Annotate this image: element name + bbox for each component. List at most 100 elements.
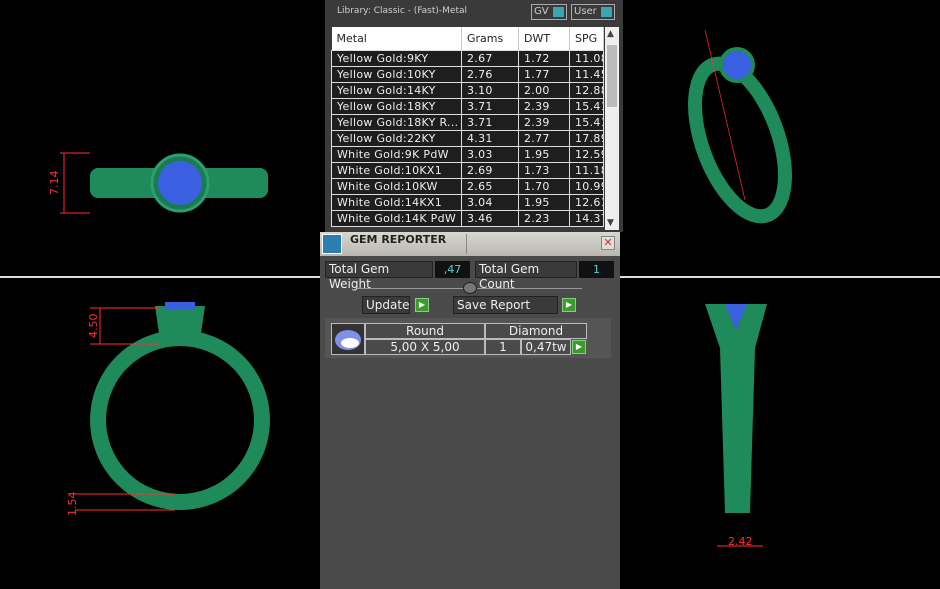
gem-reporter-title: GEM REPORTER bbox=[350, 233, 447, 246]
table-cell: Yellow Gold:10KY bbox=[331, 65, 462, 83]
col-grams[interactable]: Grams bbox=[461, 27, 519, 50]
update-button[interactable]: Update bbox=[362, 296, 410, 314]
table-cell: Yellow Gold:22KY bbox=[331, 129, 462, 147]
table-cell: 3.10 bbox=[461, 81, 519, 99]
table-cell: 12.88 bbox=[569, 81, 604, 99]
gem-qty: 1 bbox=[485, 339, 521, 355]
table-cell: 12.61 bbox=[569, 193, 604, 211]
table-cell: 11.18 bbox=[569, 161, 604, 179]
viewport-side[interactable]: 2.42 bbox=[625, 278, 940, 589]
table-cell: 1.72 bbox=[518, 49, 570, 67]
table-cell: Yellow Gold:14KY bbox=[331, 81, 462, 99]
gem bbox=[165, 302, 195, 310]
table-cell: White Gold:14KX1 bbox=[331, 193, 462, 211]
table-cell: 15.41 bbox=[569, 97, 604, 115]
gem-material: Diamond bbox=[485, 323, 587, 339]
ring-band bbox=[705, 304, 767, 513]
collapse-knob[interactable] bbox=[463, 282, 477, 294]
table-cell: 2.39 bbox=[518, 113, 570, 131]
table-cell: White Gold:10KW bbox=[331, 177, 462, 195]
table-cell: 2.69 bbox=[461, 161, 519, 179]
table-cell: 10.99 bbox=[569, 177, 604, 195]
gem-play-icon[interactable]: ▶ bbox=[572, 340, 586, 354]
table-cell: 1.95 bbox=[518, 193, 570, 211]
table-cell: 14.37 bbox=[569, 209, 604, 227]
total-count-label: Total Gem Count bbox=[475, 261, 577, 291]
total-weight-value: ,47 bbox=[435, 261, 470, 278]
col-dwt[interactable]: DWT bbox=[518, 27, 570, 50]
table-cell: 15.41 bbox=[569, 113, 604, 131]
dim-shank: 1.54 bbox=[66, 492, 79, 517]
table-cell: 2.00 bbox=[518, 81, 570, 99]
table-cell: 3.46 bbox=[461, 209, 519, 227]
gv-label: GV bbox=[534, 6, 549, 17]
user-label: User bbox=[574, 6, 597, 17]
viewport-perspective[interactable] bbox=[625, 0, 940, 276]
metal-table: Metal Grams DWT SPG Yellow Gold:9KY 2.67 1… bbox=[331, 27, 604, 227]
table-cell: 11.08 bbox=[569, 49, 604, 67]
dim-top: 7.14 bbox=[48, 171, 61, 196]
update-play-icon[interactable]: ▶ bbox=[415, 298, 429, 312]
gem-row: Round Diamond 5,00 X 5,00 1 0,47tw ▶ bbox=[325, 318, 611, 358]
close-icon[interactable]: ✕ bbox=[601, 236, 615, 250]
save-report-button[interactable]: Save Report bbox=[453, 296, 558, 314]
metal-library-panel: Library: Classic - (Fast)-Metal GV User … bbox=[325, 0, 623, 232]
library-title: Library: Classic - (Fast)-Metal bbox=[337, 6, 468, 16]
gem bbox=[725, 304, 747, 330]
ring-band bbox=[688, 56, 792, 224]
table-cell: 1.73 bbox=[518, 161, 570, 179]
gem-shape: Round bbox=[365, 323, 485, 339]
table-cell: 2.65 bbox=[461, 177, 519, 195]
table-cell: 3.03 bbox=[461, 145, 519, 163]
table-cell: 17.89 bbox=[569, 129, 604, 147]
table-cell: 11.45 bbox=[569, 65, 604, 83]
table-cell: 12.59 bbox=[569, 145, 604, 163]
table-cell: 1.70 bbox=[518, 177, 570, 195]
table-cell: 1.95 bbox=[518, 145, 570, 163]
table-cell: White Gold:9K PdW bbox=[331, 145, 462, 163]
table-cell: Yellow Gold:18KY R... bbox=[331, 113, 462, 131]
gem-size: 5,00 X 5,00 bbox=[365, 339, 485, 355]
gem-weight: 0,47tw bbox=[521, 339, 571, 355]
table-cell: 3.04 bbox=[461, 193, 519, 211]
gem-reporter-panel: GEM REPORTER ✕ Total Gem Weight ,47 Tota… bbox=[320, 232, 620, 589]
table-cell: Yellow Gold:18KY bbox=[331, 97, 462, 115]
table-cell: 2.76 bbox=[461, 65, 519, 83]
gem-reporter-titlebar[interactable]: GEM REPORTER ✕ bbox=[320, 232, 620, 256]
total-weight-label: Total Gem Weight bbox=[325, 261, 433, 291]
gem-reporter-icon bbox=[322, 234, 342, 254]
table-cell: 2.67 bbox=[461, 49, 519, 67]
table-scrollbar[interactable]: ▲ ▼ bbox=[605, 27, 619, 230]
table-cell: 4.31 bbox=[461, 129, 519, 147]
save-play-icon[interactable]: ▶ bbox=[562, 298, 576, 312]
ring-band bbox=[90, 330, 270, 510]
total-count-value: 1 bbox=[579, 261, 614, 278]
gem bbox=[719, 47, 755, 83]
user-toggle[interactable]: User bbox=[571, 4, 615, 20]
col-metal[interactable]: Metal bbox=[331, 27, 462, 50]
table-cell: 2.39 bbox=[518, 97, 570, 115]
gem-shape-icon bbox=[331, 323, 365, 355]
table-cell: 3.71 bbox=[461, 97, 519, 115]
gem bbox=[158, 161, 202, 205]
col-spg[interactable]: SPG bbox=[569, 27, 604, 50]
table-cell: White Gold:14K PdW bbox=[331, 209, 462, 227]
dim-width: 2.42 bbox=[728, 535, 753, 548]
table-cell: 3.71 bbox=[461, 113, 519, 131]
viewport-front[interactable]: 4.50 1.54 bbox=[0, 278, 320, 589]
gv-toggle[interactable]: GV bbox=[531, 4, 567, 20]
viewport-top[interactable]: 7.14 bbox=[0, 0, 320, 276]
table-cell: 2.77 bbox=[518, 129, 570, 147]
table-cell: 1.77 bbox=[518, 65, 570, 83]
